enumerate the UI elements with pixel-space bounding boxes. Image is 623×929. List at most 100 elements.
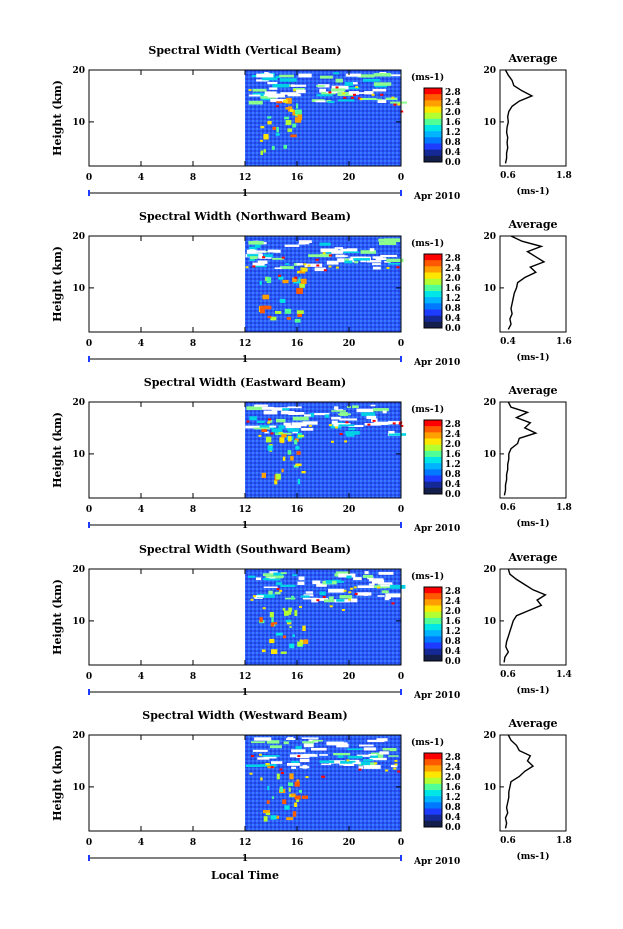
y-axis-label: Height (km)	[51, 246, 64, 322]
x-tick-label: 16	[291, 672, 304, 682]
colorbar-tick-label: 2.0	[445, 440, 461, 450]
colorbar-swatch	[424, 599, 442, 606]
colorbar-swatch	[424, 278, 442, 286]
colorbar-tick-label: 2.8	[445, 420, 461, 430]
heatmap-cell	[350, 256, 367, 259]
heatmap-cell	[246, 249, 257, 254]
heatmap-cell	[331, 85, 349, 90]
heatmap-cell	[335, 78, 343, 83]
colorbar-frame	[423, 253, 443, 329]
x-tick-label: 12	[239, 672, 252, 682]
y-tick-label: 10	[72, 118, 85, 128]
heatmap-cell	[296, 89, 306, 94]
panel-title: Spectral Width (Northward Beam)	[139, 210, 351, 223]
average-y-tick-label: 20	[483, 232, 496, 242]
colorbar-swatch	[424, 444, 442, 452]
heatmap-cell	[357, 74, 375, 78]
heatmap-cell	[271, 761, 283, 764]
y-tick-label: 20	[72, 398, 85, 408]
y-tick-label: 20	[72, 232, 85, 242]
heatmap-cell	[337, 755, 344, 758]
heatmap-cell	[360, 259, 366, 263]
heatmap-cell	[354, 261, 359, 264]
day-label: 1	[242, 688, 248, 698]
heatmap-cell	[382, 748, 397, 751]
heatmap-cell	[267, 445, 273, 451]
colorbar-tick-label: 2.4	[445, 597, 461, 607]
heatmap-cell	[378, 571, 394, 575]
heatmap-cell	[249, 257, 256, 261]
heatmap-cell	[294, 802, 298, 807]
heatmap-cell	[274, 815, 280, 819]
heatmap-cell	[285, 97, 292, 104]
heatmap-cell	[376, 738, 388, 742]
heatmap-cell	[296, 779, 300, 783]
heatmap-cell	[290, 84, 295, 87]
heatmap-cell	[393, 767, 397, 770]
heatmap-cell	[301, 471, 306, 474]
heatmap-cell	[300, 278, 307, 284]
heatmap-cell	[258, 425, 274, 429]
heatmap-cell	[347, 755, 363, 759]
x-tick-label: 0	[398, 173, 404, 183]
heatmap-cell	[328, 265, 332, 268]
heatmap-cell	[386, 267, 390, 269]
heatmap-cell	[264, 431, 269, 434]
heatmap-cell	[362, 574, 373, 578]
heatmap-cell	[324, 414, 330, 418]
heatmap	[245, 70, 407, 166]
heatmap-cell	[356, 754, 371, 757]
heatmap-cell	[359, 98, 363, 101]
heatmap-cell	[248, 89, 252, 92]
average-frame	[499, 568, 567, 666]
heatmap-cell	[276, 588, 280, 591]
heatmap-cell	[296, 103, 299, 109]
colorbar-tick-label: 2.0	[445, 773, 461, 783]
colorbar-tick-label: 1.6	[445, 783, 461, 793]
colorbar-swatch	[424, 777, 442, 785]
heatmap-cell	[256, 73, 274, 78]
colorbar-swatch	[424, 771, 442, 779]
heatmap-cell	[284, 116, 289, 120]
heatmap-cell	[396, 266, 400, 269]
heatmap-cell	[262, 294, 270, 300]
heatmap-cell	[263, 816, 268, 822]
average-profile-line	[503, 568, 547, 663]
colorbar-swatch	[424, 254, 442, 261]
heatmap-cell	[323, 269, 327, 272]
heatmap-cell	[316, 599, 320, 602]
x-tick-label: 4	[138, 339, 144, 349]
average-y-tick-label: 20	[483, 66, 496, 76]
heatmap-cell	[287, 763, 301, 766]
heatmap-cell	[370, 755, 380, 760]
heatmap-cell	[360, 250, 376, 254]
heatmap-cell	[263, 755, 277, 759]
heatmap-cell	[271, 146, 275, 150]
heatmap-cell	[386, 258, 404, 262]
heatmap-cell	[283, 144, 288, 149]
heatmap-cell	[346, 759, 350, 762]
colorbar-swatch	[424, 112, 442, 120]
heatmap-cell	[366, 415, 377, 420]
heatmap-cell	[299, 283, 305, 288]
heatmap-cell	[262, 77, 278, 81]
heatmap-cell	[328, 254, 332, 257]
heatmap-cell	[348, 427, 356, 431]
colorbar-tick-label: 0.8	[445, 138, 461, 148]
heatmap-cell	[265, 812, 271, 816]
average-y-tick-label: 10	[483, 118, 496, 128]
x-tick-label: 12	[239, 838, 252, 848]
heatmap-cell	[266, 578, 281, 581]
average-x-tick-label: 1.8	[556, 171, 572, 181]
heatmap-cell	[286, 738, 296, 740]
heatmap	[245, 236, 404, 332]
heatmap-cell	[268, 418, 271, 421]
heatmap-cell	[270, 766, 274, 769]
heatmap-cell	[259, 305, 265, 311]
heatmap-cell	[284, 610, 289, 616]
heatmap-cell	[264, 91, 277, 95]
heatmap-cell	[325, 251, 332, 254]
average-x-axis-label: (ms-1)	[516, 186, 549, 197]
heatmap-cell	[253, 595, 256, 598]
x-tick-label: 4	[138, 173, 144, 183]
